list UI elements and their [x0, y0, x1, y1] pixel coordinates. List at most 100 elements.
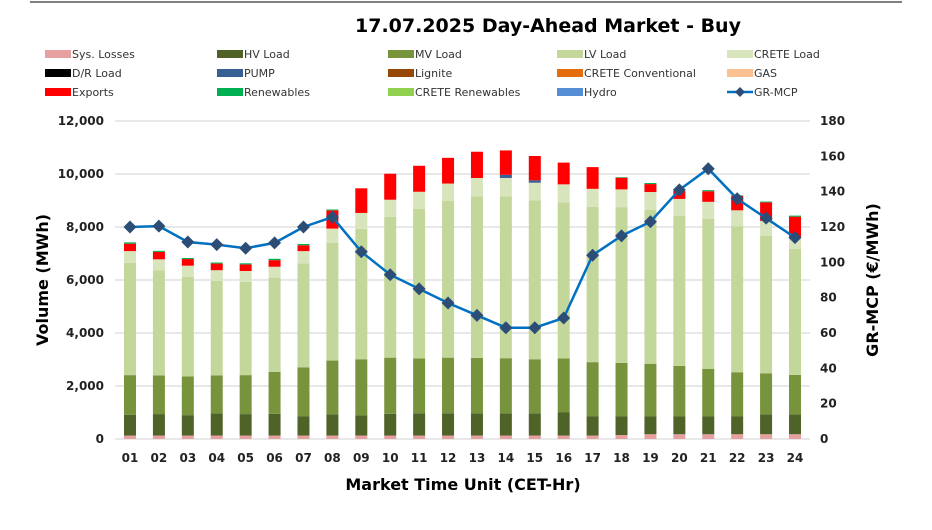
bar-segment-lv-load — [557, 202, 570, 359]
legend-swatch-sys-losses — [45, 50, 71, 58]
bar-segment-renewables — [210, 262, 223, 264]
y-tick-label: 2,000 — [66, 379, 104, 393]
bar-segment-sys-losses — [152, 435, 165, 439]
bar-segment-mv-load — [239, 375, 252, 415]
gr-mcp-point — [268, 236, 282, 250]
y2-tick-label: 80 — [820, 291, 837, 305]
bar-segment-hv-load — [615, 416, 628, 436]
bar-segment-hv-load — [181, 415, 194, 436]
x-tick-label: 03 — [179, 451, 196, 465]
bar-segment-sys-losses — [615, 435, 628, 439]
bar-segment-lv-load — [152, 270, 165, 376]
y2-tick-label: 60 — [820, 326, 837, 340]
bar-segment-renewables — [152, 250, 165, 252]
legend-label-d-r-load: D/R Load — [72, 67, 122, 80]
x-tick-label: 19 — [642, 451, 659, 465]
bar-segment-crete-load — [442, 183, 455, 202]
bar-segment-renewables — [615, 177, 628, 178]
bar-segment-mv-load — [557, 358, 570, 413]
bar-segment-hv-load — [499, 413, 512, 436]
bar-segment-sys-losses — [673, 434, 686, 439]
bar-segment-lv-load — [326, 242, 339, 361]
y2-tick-label: 160 — [820, 149, 845, 163]
legend-swatch-d-r-load — [45, 69, 71, 77]
bar-segment-renewables — [181, 258, 194, 260]
x-tick-label: 16 — [555, 451, 572, 465]
bar-segment-exports — [615, 177, 628, 190]
bar-segment-hv-load — [586, 416, 599, 436]
x-tick-label: 08 — [324, 451, 341, 465]
legend-label-crete-renewables: CRETE Renewables — [415, 86, 521, 99]
bar-segment-mv-load — [731, 372, 744, 417]
legend-marker-gr-mcp — [735, 87, 745, 97]
bar-segment-hv-load — [239, 414, 252, 436]
legend-swatch-crete-renewables — [388, 88, 414, 96]
bar-segment-lv-load — [586, 206, 599, 363]
bar-segment-sys-losses — [297, 435, 310, 439]
bar-segment-mv-load — [152, 375, 165, 415]
gr-mcp-line — [123, 162, 802, 335]
x-tick-label: 05 — [237, 451, 254, 465]
gr-mcp-point — [296, 220, 310, 234]
bar-segment-exports — [470, 151, 483, 178]
legend-swatch-gas — [727, 69, 753, 77]
y-axis-left: 0 2,000 4,000 6,000 8,000 10,000 12,000 — [58, 114, 104, 446]
bar-segment-sys-losses — [760, 434, 773, 439]
y-tick-label: 0 — [96, 432, 104, 446]
bar-segment-mv-load — [326, 360, 339, 415]
legend-swatch-pump — [217, 69, 243, 77]
gr-mcp-point — [354, 245, 368, 259]
bar-segment-lv-load — [210, 280, 223, 376]
bar-segment-sys-losses — [528, 435, 541, 439]
y2-tick-label: 100 — [820, 255, 845, 269]
bar-segment-crete-load — [297, 251, 310, 264]
y2-tick-label: 120 — [820, 220, 845, 234]
bar-segment-exports — [152, 251, 165, 260]
bar-segment-lv-load — [355, 228, 368, 360]
x-tick-label: 07 — [295, 451, 312, 465]
bar-segment-hv-load — [384, 413, 397, 436]
y-tick-label: 8,000 — [66, 220, 104, 234]
bar-segment-mv-load — [384, 357, 397, 414]
bar-segment-lv-load — [124, 262, 136, 376]
bar-segment-crete-load — [355, 212, 368, 229]
bar-segment-mv-load — [355, 359, 368, 416]
bar-segment-exports — [297, 245, 310, 252]
bar-segment-mv-load — [442, 357, 455, 414]
bar-segment-lv-load — [442, 201, 455, 358]
bar-segment-sys-losses — [442, 435, 455, 439]
bar-segment-hv-load — [442, 413, 455, 436]
bar-segment-sys-losses — [239, 435, 252, 439]
legend-swatch-crete-load — [727, 50, 753, 58]
bar-segment-exports — [789, 216, 801, 237]
bar-segment-crete-load — [124, 251, 136, 263]
bar-segment-crete-load — [760, 220, 773, 236]
x-tick-label: 14 — [498, 451, 515, 465]
x-tick-label: 21 — [700, 451, 717, 465]
legend-swatch-lignite — [388, 69, 414, 77]
bar-segment-sys-losses — [210, 435, 223, 439]
bar-segment-mv-load — [210, 375, 223, 414]
gr-mcp-point — [788, 231, 802, 245]
x-tick-label: 18 — [613, 451, 630, 465]
x-tick-label: 23 — [758, 451, 775, 465]
bar-segment-crete-load — [181, 265, 194, 277]
bar-segment-exports — [413, 165, 426, 192]
bar-segment-sys-losses — [326, 435, 339, 439]
bar-segment-exports — [384, 173, 397, 200]
bar-segment-sys-losses — [355, 435, 368, 439]
x-tick-label: 02 — [151, 451, 168, 465]
bar-segment-exports — [181, 259, 194, 266]
bar-segment-crete-load — [557, 184, 570, 203]
bar-segment-renewables — [644, 183, 657, 185]
x-axis-title: Market Time Unit (CET-Hr) — [345, 475, 580, 494]
bar-segment-hv-load — [413, 413, 426, 436]
legend-label-exports: Exports — [72, 86, 114, 99]
bar-segment-mv-load — [413, 358, 426, 414]
legend-label-gr-mcp: GR-MCP — [754, 86, 798, 99]
bar-segment-renewables — [239, 263, 252, 265]
bar-segment-hv-load — [789, 414, 801, 435]
x-axis: 01 02 03 04 05 06 07 08 09 10 11 12 13 14 15 16 17 18 19 20… — [122, 451, 804, 465]
y-tick-label: 6,000 — [66, 273, 104, 287]
bar-segment-exports — [557, 162, 570, 185]
